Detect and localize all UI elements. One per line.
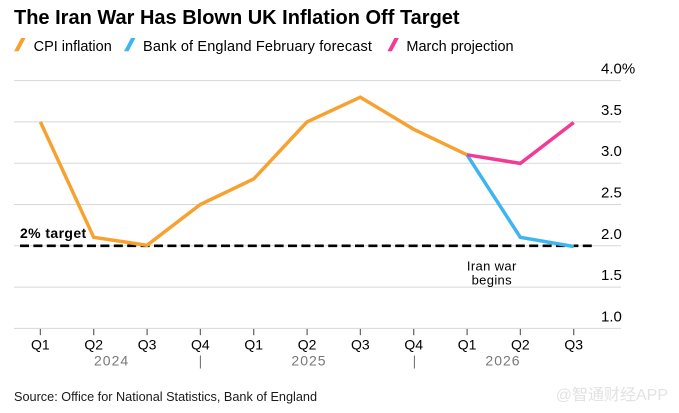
svg-text:The Iran War Has Blown UK Infl: The Iran War Has Blown UK Inflation Off … [14,7,460,29]
svg-text:Source: Office for National St: Source: Office for National Statistics, … [14,390,317,404]
svg-text:2.0: 2.0 [601,226,622,243]
svg-text:Q3: Q3 [138,336,157,352]
svg-text:Q3: Q3 [564,336,583,352]
svg-text:3.5: 3.5 [601,102,622,119]
svg-text:Q2: Q2 [298,336,317,352]
svg-text:Q2: Q2 [511,336,530,352]
svg-text:Q3: Q3 [351,336,370,352]
svg-text:March projection: March projection [406,39,513,55]
svg-text:Q4: Q4 [191,336,210,352]
svg-text:Bank of England February forec: Bank of England February forecast [143,39,372,55]
svg-text:|: | [199,352,204,368]
svg-text:@智通财经APP: @智通财经APP [556,386,668,404]
svg-text:2024: 2024 [94,352,129,368]
svg-text:4.0%: 4.0% [601,61,635,78]
svg-text:Q2: Q2 [84,336,103,352]
svg-text:2025: 2025 [291,352,326,368]
svg-text:Iran war: Iran war [467,259,517,274]
svg-text:begins: begins [472,273,513,288]
svg-text:2% target: 2% target [20,225,87,241]
svg-text:1.0: 1.0 [601,308,622,325]
svg-text:2.5: 2.5 [601,185,622,202]
svg-text:Q1: Q1 [31,336,50,352]
svg-text:Q1: Q1 [244,336,263,352]
svg-text:2026: 2026 [485,352,520,368]
svg-text:CPI inflation: CPI inflation [34,39,112,55]
svg-text:|: | [413,352,418,368]
svg-text:3.0: 3.0 [601,143,622,160]
svg-text:1.5: 1.5 [601,267,622,284]
svg-text:Q4: Q4 [404,336,423,352]
svg-text:Q1: Q1 [458,336,477,352]
